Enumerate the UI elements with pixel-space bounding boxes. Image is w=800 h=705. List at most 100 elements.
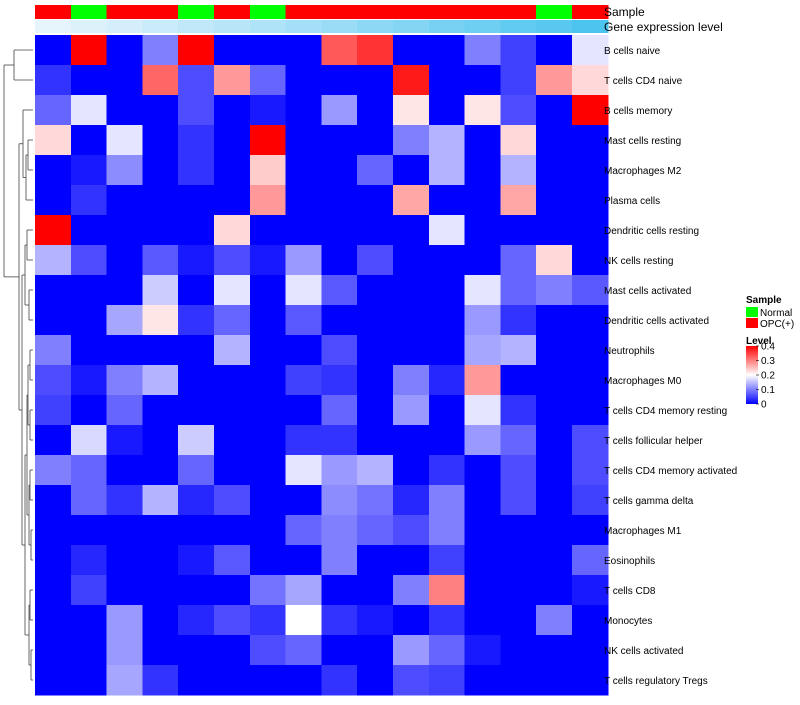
heatmap-cell <box>249 275 287 306</box>
heatmap-cell <box>178 245 215 276</box>
expression-annotation-cell <box>106 20 143 33</box>
sample-annotation-cell <box>285 5 322 19</box>
heatmap-cell <box>464 515 501 546</box>
heatmap-cell <box>357 575 394 606</box>
row-label: Macrophages M0 <box>604 376 682 387</box>
sample-annotation-cell <box>321 5 358 19</box>
heatmap-cell <box>357 305 394 336</box>
heatmap-cell <box>357 605 394 636</box>
expression-annotation-cell <box>321 20 358 33</box>
heatmap-cell <box>178 425 215 456</box>
heatmap-cell <box>214 545 251 576</box>
heatmap-cell <box>142 545 179 576</box>
row-label: Mast cells activated <box>604 286 691 297</box>
row-label: T cells CD4 naive <box>604 76 683 87</box>
heatmap-cell <box>106 215 143 246</box>
heatmap-cell <box>35 575 72 606</box>
heatmap-cell <box>500 125 537 156</box>
heatmap-cell <box>142 665 179 696</box>
heatmap-cell <box>572 455 609 486</box>
heatmap-cell <box>321 125 358 156</box>
heatmap-cell <box>214 455 251 486</box>
heatmap-cell <box>249 215 287 246</box>
column-annotations <box>35 5 609 33</box>
expression-annotation-cell <box>285 20 322 33</box>
heatmap-cell <box>500 425 537 456</box>
heatmap-cell <box>178 335 215 366</box>
heatmap-cell <box>178 65 215 96</box>
heatmap-cell <box>106 425 143 456</box>
heatmap-cell <box>536 395 573 426</box>
sample-annotation-cell <box>536 5 573 19</box>
row-label: T cells follicular helper <box>604 436 703 447</box>
heatmap-cell <box>500 515 537 546</box>
row-label: T cells CD8 <box>604 586 656 597</box>
heatmap-cell <box>35 665 72 696</box>
heatmap-cell <box>35 305 72 336</box>
legend-tick-label: 0.3 <box>761 356 775 367</box>
heatmap-cell <box>70 395 108 426</box>
heatmap-cell <box>321 245 358 276</box>
legend-label-normal: Normal <box>760 308 792 319</box>
heatmap-cell <box>428 185 466 216</box>
heatmap-cell <box>321 425 358 456</box>
heatmap-cell <box>142 485 179 516</box>
heatmap-cell <box>393 635 430 666</box>
row-label: B cells naive <box>604 46 661 57</box>
heatmap-cell <box>249 665 287 696</box>
heatmap-cells <box>35 35 609 696</box>
sample-annotation-cell <box>106 5 143 19</box>
heatmap-cell <box>572 125 609 156</box>
legend-swatch-opc <box>746 318 758 328</box>
heatmap-cell <box>536 455 573 486</box>
heatmap-cell <box>249 185 287 216</box>
heatmap-cell <box>321 35 358 66</box>
heatmap-cell <box>178 275 215 306</box>
heatmap-cell <box>464 95 501 126</box>
heatmap-cell <box>214 95 251 126</box>
heatmap-cell <box>357 35 394 66</box>
heatmap-cell <box>178 665 215 696</box>
heatmap-cell <box>178 545 215 576</box>
heatmap-cell <box>214 305 251 336</box>
heatmap-cell <box>357 545 394 576</box>
heatmap-cell <box>357 335 394 366</box>
heatmap-cell <box>142 185 179 216</box>
sample-annotation-cell <box>214 5 251 19</box>
row-label: NK cells activated <box>604 646 683 657</box>
heatmap-cell <box>464 215 501 246</box>
heatmap-cell <box>321 305 358 336</box>
heatmap-cell <box>500 365 537 396</box>
heatmap-cell <box>106 395 143 426</box>
heatmap-cell <box>572 515 609 546</box>
heatmap-cell <box>500 245 537 276</box>
heatmap-cell <box>249 545 287 576</box>
heatmap-cell <box>106 305 143 336</box>
heatmap-cell <box>142 95 179 126</box>
expression-annotation-cell <box>428 20 466 33</box>
sample-annotation-cell <box>249 5 287 19</box>
heatmap-cell <box>572 215 609 246</box>
heatmap-cell <box>35 95 72 126</box>
heatmap-cell <box>285 365 322 396</box>
heatmap-cell <box>536 155 573 186</box>
heatmap-cell <box>35 275 72 306</box>
heatmap-cell <box>428 95 466 126</box>
heatmap-cell <box>178 395 215 426</box>
heatmap-cell <box>106 575 143 606</box>
heatmap-cell <box>35 335 72 366</box>
heatmap-cell <box>106 65 143 96</box>
heatmap-cell <box>393 305 430 336</box>
heatmap-cell <box>428 245 466 276</box>
heatmap-cell <box>464 425 501 456</box>
heatmap-cell <box>106 545 143 576</box>
heatmap-cell <box>214 335 251 366</box>
heatmap-cell <box>249 95 287 126</box>
legend-colorbar <box>746 346 758 404</box>
heatmap-cell <box>393 515 430 546</box>
heatmap-cell <box>178 635 215 666</box>
heatmap-cell <box>393 335 430 366</box>
annotation-labels: Sample Gene expression level <box>604 5 723 34</box>
sample-annotation-cell <box>464 5 501 19</box>
